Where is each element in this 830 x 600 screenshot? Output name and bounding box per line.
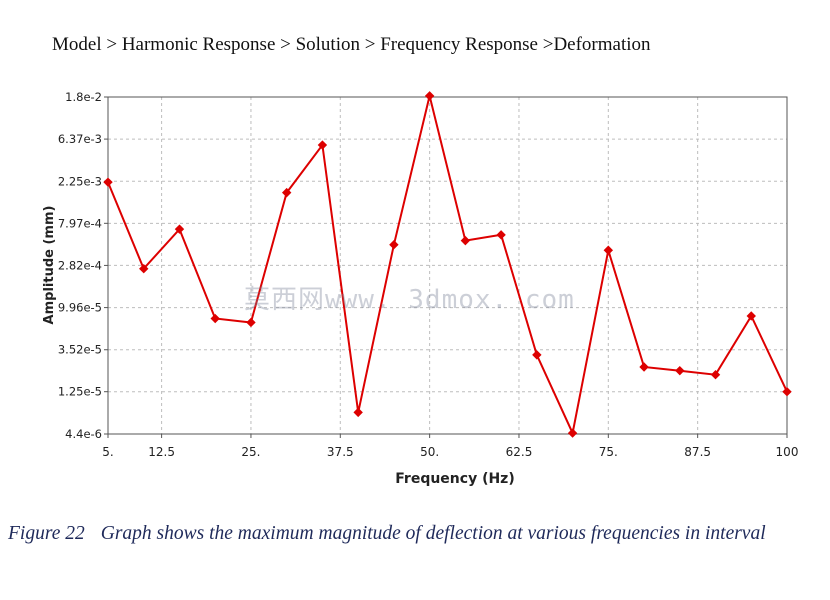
- series-layer: [103, 91, 792, 438]
- x-tick-label: 37.5: [327, 445, 354, 459]
- frequency-response-chart: 4.4e-6 1.25e-5 3.52e-5 9.96e-5 2.82e-4 7.97e-…: [42, 90, 798, 487]
- y-tick-label: 2.25e-3: [58, 174, 102, 188]
- y-tick-label: 9.96e-5: [58, 301, 102, 315]
- x-tick-label: 100: [776, 445, 799, 459]
- y-tick-label: 7.97e-4: [58, 216, 102, 230]
- y-tick-label: 3.52e-5: [58, 343, 102, 357]
- x-tick-label: 75.: [599, 445, 618, 459]
- x-tick-label: 62.5: [506, 445, 533, 459]
- y-tick-label: 6.37e-3: [58, 132, 102, 146]
- data-point: [532, 350, 542, 360]
- y-axis-title: Amplitude (mm): [42, 206, 57, 325]
- data-point: [210, 313, 220, 324]
- data-point: [139, 264, 149, 274]
- data-point: [174, 224, 185, 234]
- grid-lines: [107, 96, 788, 435]
- x-axis-title: Frequency (Hz): [395, 471, 514, 487]
- x-tick-label: 25.: [241, 445, 260, 459]
- data-point: [389, 240, 399, 250]
- data-point: [782, 386, 792, 397]
- data-point: [675, 365, 685, 376]
- x-tick-label: 50.: [420, 445, 439, 459]
- data-point: [460, 235, 471, 246]
- data-point: [603, 245, 614, 255]
- series-line: [107, 95, 788, 437]
- x-tick-label: 5.: [102, 445, 113, 459]
- y-tick-label: 4.4e-6: [65, 427, 102, 441]
- figure-number: Figure 22: [8, 523, 85, 544]
- y-tick-label: 1.25e-5: [58, 385, 102, 399]
- x-tick-label: 87.5: [684, 445, 711, 459]
- data-point: [710, 370, 721, 380]
- data-point: [103, 177, 113, 187]
- data-point: [281, 187, 292, 198]
- y-axis-ticks: 4.4e-6 1.25e-5 3.52e-5 9.96e-5 2.82e-4 7.97e-…: [58, 90, 108, 441]
- data-point: [639, 362, 649, 372]
- x-tick-label: 12.5: [148, 445, 175, 459]
- figure-caption: Figure 22 Graph shows the maximum magnitu…: [8, 516, 808, 552]
- watermark: 莫西网www. 3dmox. com: [244, 285, 575, 315]
- data-point: [746, 311, 756, 321]
- data-point: [424, 91, 435, 101]
- data-point: [246, 317, 256, 328]
- x-axis-ticks: 5. 12.5 25. 37.5 50. 62.5 75. 87.5 100: [102, 434, 798, 459]
- data-point: [567, 428, 578, 438]
- data-point: [496, 230, 506, 240]
- data-point: [353, 407, 363, 418]
- figure-caption-text: Graph shows the maximum magnitude of def…: [100, 523, 766, 544]
- data-point: [317, 140, 328, 150]
- y-tick-label: 1.8e-2: [65, 90, 102, 104]
- y-tick-label: 2.82e-4: [58, 258, 102, 272]
- breadcrumb: Model > Harmonic Response > Solution > F…: [52, 34, 651, 55]
